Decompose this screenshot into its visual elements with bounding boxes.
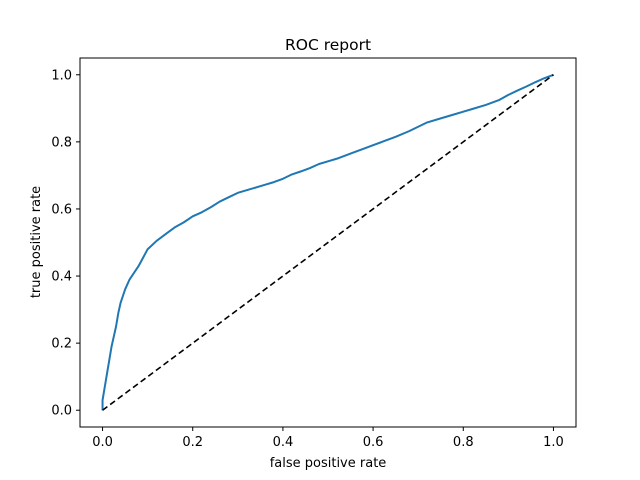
x-tick-label: 1.0 (543, 435, 564, 450)
x-tick-label: 0.4 (273, 435, 294, 450)
x-tick-label: 0.2 (182, 435, 203, 450)
y-tick-label: 0.8 (51, 135, 72, 150)
chart-title: ROC report (285, 36, 371, 54)
x-tick-label: 0.6 (363, 435, 384, 450)
y-tick-label: 0.6 (51, 202, 72, 217)
x-tick-label: 0.8 (453, 435, 474, 450)
plot-frame (79, 57, 577, 428)
y-tick-label: 0.0 (51, 404, 72, 419)
x-tick-label: 0.0 (92, 435, 113, 450)
y-tick-label: 1.0 (51, 68, 72, 83)
y-axis-label: true positive rate (29, 186, 44, 298)
y-tick-label: 0.2 (51, 337, 72, 352)
roc-curve-line (101, 73, 554, 411)
chance-diagonal-line (102, 74, 554, 411)
x-axis-label: false positive rate (270, 456, 387, 471)
y-tick-label: 0.4 (51, 270, 72, 285)
